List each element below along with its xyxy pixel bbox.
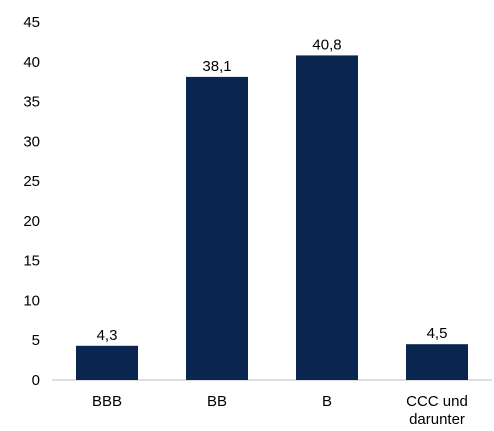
y-axis-ticks: 0 5 10 15 20 25 30 35 40 45 <box>23 14 40 389</box>
y-tick-label: 20 <box>23 213 40 230</box>
y-tick-label: 30 <box>23 133 40 150</box>
y-tick-label: 40 <box>23 54 40 71</box>
data-label: 38,1 <box>202 58 231 75</box>
data-labels: 4,3 38,1 40,8 4,5 <box>97 36 448 343</box>
y-tick-label: 25 <box>23 173 40 190</box>
bar <box>406 344 468 380</box>
category-label: B <box>322 393 332 410</box>
data-label: 4,3 <box>97 327 118 344</box>
category-label: darunter <box>409 411 465 428</box>
bar <box>186 76 248 380</box>
bar <box>76 345 138 380</box>
bar <box>296 55 358 381</box>
data-label: 4,5 <box>427 325 448 342</box>
category-label: BBB <box>92 393 122 410</box>
data-label: 40,8 <box>312 36 341 53</box>
category-label: BB <box>207 393 227 410</box>
y-tick-label: 0 <box>32 372 40 389</box>
y-tick-label: 10 <box>23 292 40 309</box>
y-tick-label: 35 <box>23 94 40 111</box>
bars <box>76 55 468 381</box>
category-label: CCC und <box>406 393 468 410</box>
y-tick-label: 5 <box>32 332 40 349</box>
y-tick-label: 15 <box>23 253 40 270</box>
y-tick-label: 45 <box>23 14 40 31</box>
